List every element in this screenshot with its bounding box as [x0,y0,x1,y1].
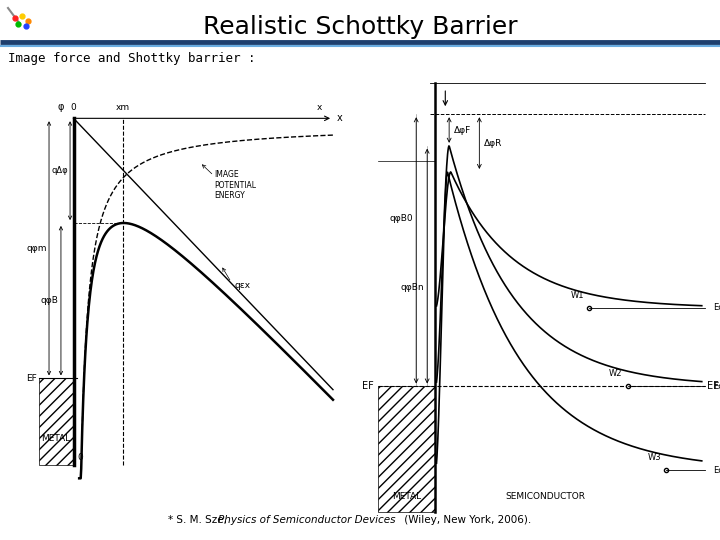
Text: 0: 0 [71,103,76,112]
Text: Ec(V=0): Ec(V=0) [713,382,720,391]
Text: EF: EF [707,381,719,391]
Text: xm: xm [116,103,130,112]
Text: W3: W3 [647,453,661,462]
Text: Ec(V<0): Ec(V<0) [713,465,720,475]
Text: W2: W2 [609,369,623,379]
Text: x: x [316,103,322,112]
Text: ΔφR: ΔφR [484,139,502,147]
Text: (Wiley, New York, 2006).: (Wiley, New York, 2006). [401,515,531,525]
Text: IMAGE
POTENTIAL
ENERGY: IMAGE POTENTIAL ENERGY [214,170,256,200]
Text: METAL: METAL [42,434,71,443]
Text: SEMICONDUCTOR: SEMICONDUCTOR [505,492,585,501]
Text: EF: EF [26,374,37,383]
Text: qφB0: qφB0 [390,214,413,224]
Text: ΔφF: ΔφF [454,125,471,134]
Text: EF: EF [362,381,374,391]
Text: qΔφ: qΔφ [51,166,68,175]
Text: Image force and Shottky barrier :: Image force and Shottky barrier : [8,52,256,65]
Text: Realistic Schottky Barrier: Realistic Schottky Barrier [203,15,517,39]
Text: φ: φ [58,103,64,112]
Text: qεx: qεx [235,280,251,289]
Text: x: x [336,113,342,123]
Text: * S. M. Sze,: * S. M. Sze, [168,515,230,525]
Text: METAL: METAL [392,492,421,501]
Text: 0: 0 [78,453,84,462]
Text: qφm: qφm [27,244,47,253]
Text: Ec(V>0): Ec(V>0) [713,303,720,313]
Text: qφB: qφB [41,296,59,305]
Text: qφBn: qφBn [400,282,424,292]
Text: Physics of Semiconductor Devices: Physics of Semiconductor Devices [218,515,395,525]
Text: W1: W1 [571,291,584,300]
